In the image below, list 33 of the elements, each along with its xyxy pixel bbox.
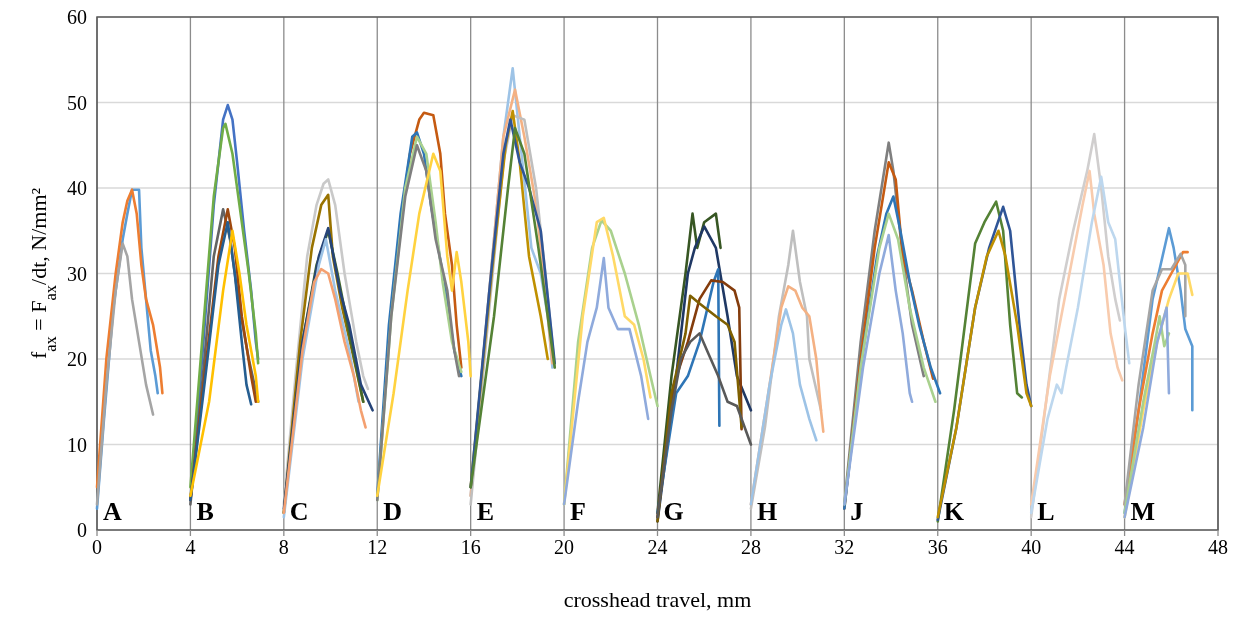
x-axis-title: crosshead travel, mm <box>563 587 752 612</box>
x-tick-label: 32 <box>834 536 855 558</box>
x-tick-label: 16 <box>460 536 481 558</box>
x-tick-label: 48 <box>1208 536 1228 558</box>
annotation: C <box>289 497 309 526</box>
x-tick-label: 28 <box>740 536 761 558</box>
y-tick-label: 0 <box>77 519 87 541</box>
x-tick-label: 12 <box>367 536 388 558</box>
x-tick-label: 24 <box>647 536 668 558</box>
x-tick-label: 8 <box>278 536 289 558</box>
annotation: E <box>476 497 495 526</box>
y-tick-label: 30 <box>67 262 87 285</box>
y-tick-label: 10 <box>67 433 87 456</box>
annotation: A <box>103 497 122 526</box>
y-tick-label: 50 <box>67 91 87 114</box>
y-tick-label: 20 <box>67 348 87 370</box>
x-tick-label: 40 <box>1021 536 1042 558</box>
y-tick-label: 40 <box>67 177 87 199</box>
annotation: D <box>383 497 403 526</box>
annotation: B <box>196 497 214 526</box>
y-tick-label: 60 <box>67 6 87 28</box>
x-tick-label: 36 <box>927 536 948 558</box>
x-tick-label: 4 <box>185 536 196 558</box>
annotation: M <box>1130 497 1156 526</box>
annotation: K <box>943 497 965 526</box>
x-tick-label: 44 <box>1114 536 1135 558</box>
annotation: H <box>756 497 778 526</box>
x-tick-label: 20 <box>554 536 575 558</box>
annotation: F <box>570 497 586 526</box>
annotation: L <box>1037 497 1055 526</box>
annotation: G <box>663 497 684 526</box>
x-tick-label: 0 <box>92 536 102 558</box>
annotation: J <box>850 497 864 526</box>
